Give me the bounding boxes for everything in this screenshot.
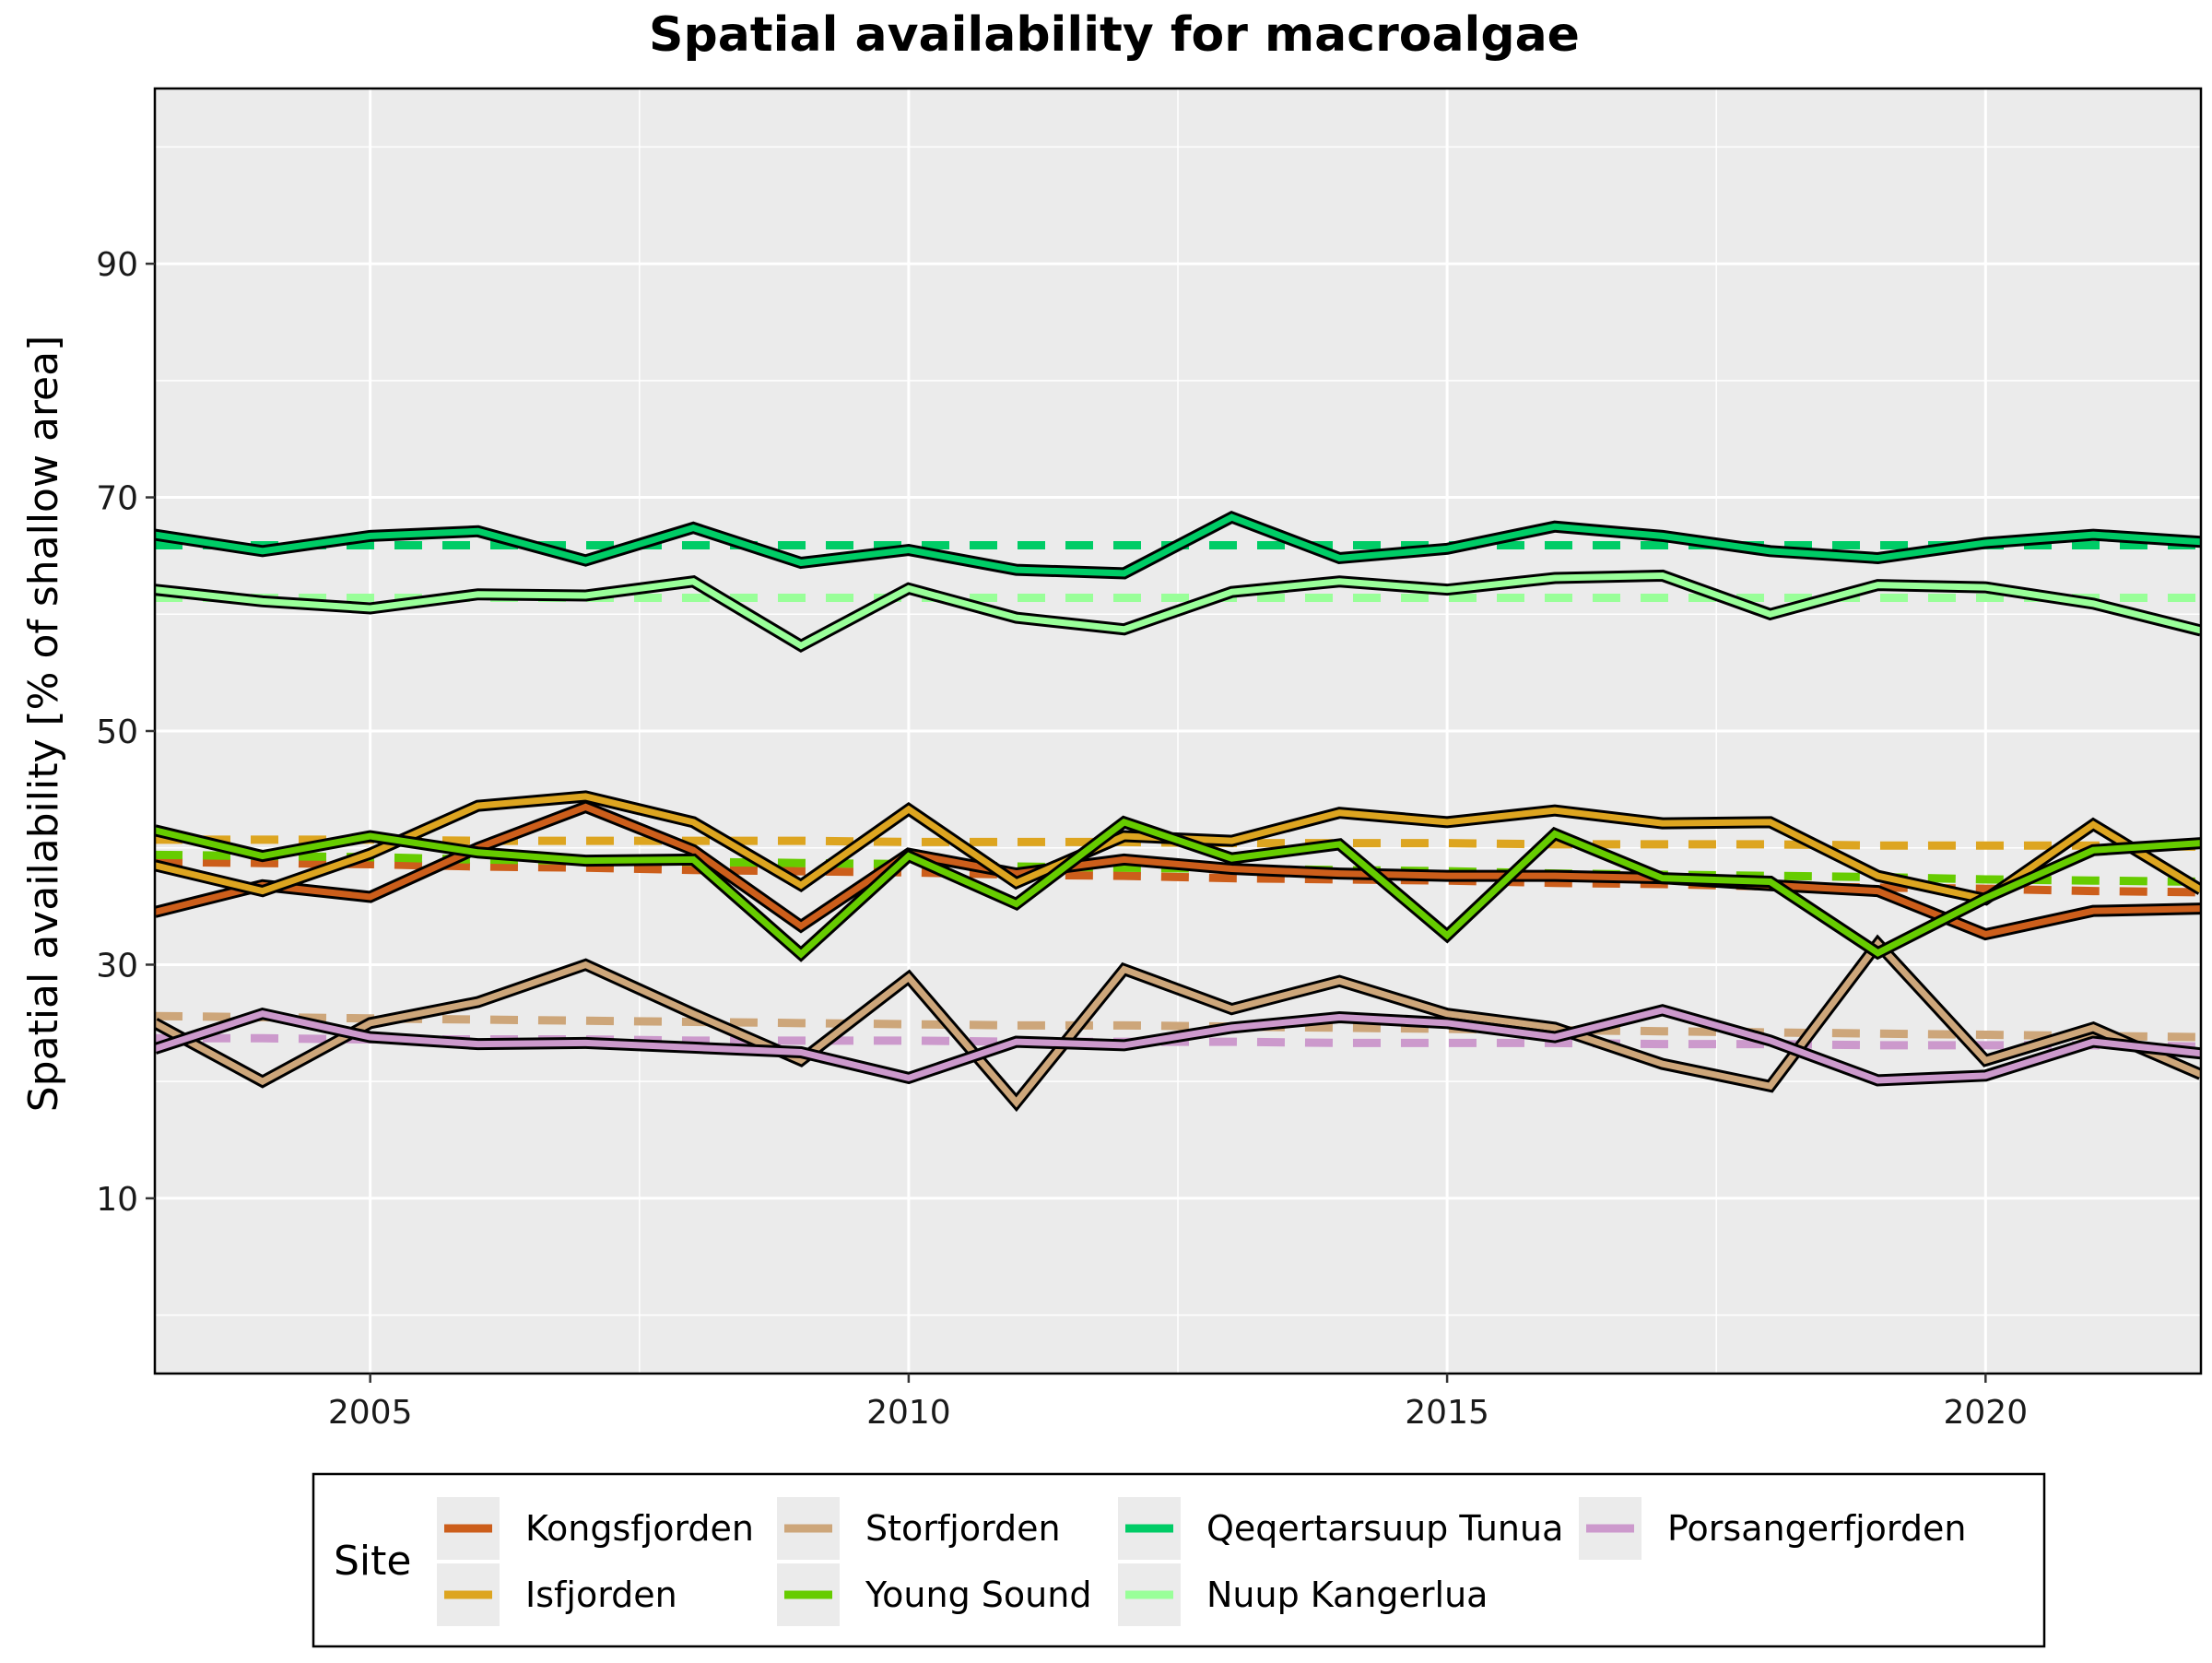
x-tick-label: 2010 [866, 1394, 951, 1432]
y-tick-label: 30 [96, 947, 138, 985]
trend-line-kongsfjorden [155, 857, 2201, 897]
legend: Site Kongsfjorden Isfjorden Storfjorden Youn… [312, 1472, 2046, 1648]
legend-label-porsangerfjorden: Porsangerfjorden [1667, 1508, 1966, 1549]
series-line-qeqertarsuup-tunua [155, 513, 2201, 577]
x-tick-label: 2015 [1405, 1394, 1489, 1432]
y-tick-label: 70 [96, 480, 138, 518]
plot-area: 10 30 50 70 90 2005 2010 2015 2020 [96, 87, 2203, 1432]
series-line-kongsfjorden [155, 803, 2201, 938]
legend-label-isfjorden: Isfjorden [525, 1575, 677, 1615]
series-line-porsangerfjorden [155, 1007, 2201, 1084]
legend-label-young-sound: Young Sound [865, 1575, 1091, 1615]
legend-label-kongsfjorden: Kongsfjorden [525, 1508, 754, 1549]
series-line-young-sound [155, 818, 2201, 959]
y-tick-label: 90 [96, 246, 138, 284]
y-tick-label: 10 [96, 1181, 138, 1219]
legend-label-nuup-kangerlua: Nuup Kangerlua [1206, 1575, 1488, 1615]
chart-title: Spatial availability for macroalgae [649, 7, 1580, 63]
legend-label-storfjorden: Storfjorden [865, 1508, 1061, 1549]
trend-line-storfjorden [155, 1011, 2201, 1042]
series-group [155, 510, 2201, 1113]
y-axis-label: Spatial availability [% of shallow area] [20, 336, 67, 1113]
x-tick-label: 2005 [328, 1394, 413, 1432]
series-line-storfjorden [155, 938, 2201, 1108]
legend-title: Site [334, 1538, 411, 1585]
y-tick-label: 50 [96, 714, 138, 751]
series-line-nuup-kangerlua [155, 572, 2201, 650]
legend-label-qeqertarsuup-tunua: Qeqertarsuup Tunua [1206, 1508, 1563, 1549]
x-tick-label: 2020 [1944, 1394, 2029, 1432]
